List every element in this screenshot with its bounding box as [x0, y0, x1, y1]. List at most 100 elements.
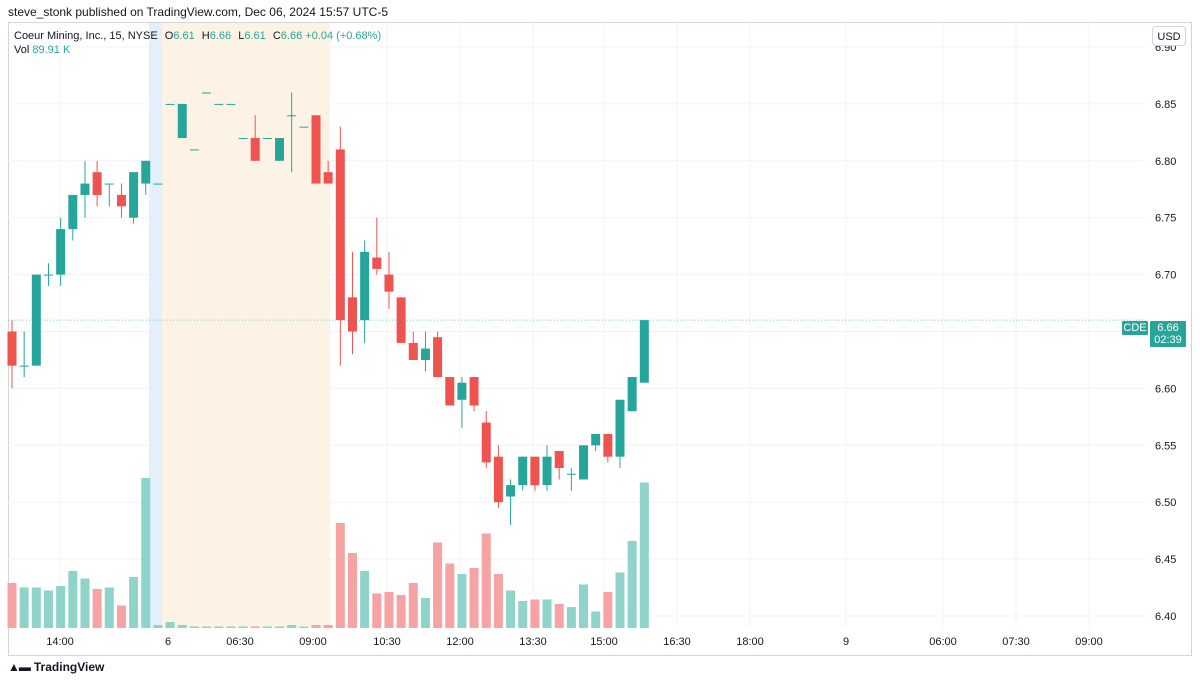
volume-bar [347, 553, 357, 628]
volume-bar [372, 593, 382, 628]
candle-body [591, 433, 601, 446]
candle-body [384, 274, 394, 292]
time-axis: 14:00 6 06:30 09:00 10:30 12:00 13:30 15:00 16:3… [46, 636, 1103, 648]
time-tick-label: 14:00 [46, 636, 74, 648]
volume-bar [275, 626, 285, 628]
volume-bar [7, 583, 17, 628]
time-tick-label: 16:30 [663, 636, 691, 648]
volume-bar [445, 563, 455, 628]
candle-body [56, 229, 66, 275]
candle-body [153, 183, 163, 185]
volume-bar [481, 533, 491, 628]
candle-body [481, 422, 491, 463]
candle-body [347, 297, 357, 332]
currency-button[interactable]: USD [1152, 26, 1186, 46]
volume-bar [554, 604, 564, 628]
time-tick-label: 06:30 [226, 636, 254, 648]
volume-bar [542, 599, 552, 628]
last-price-value: 6.66 [1157, 322, 1179, 334]
candle-body [68, 194, 78, 230]
afterhours-shade [149, 23, 162, 628]
candle-body [104, 183, 114, 185]
price-tick-label: 6.75 [1155, 213, 1176, 225]
price-tick-label: 6.60 [1155, 383, 1176, 395]
brand-name: TradingView [33, 660, 105, 674]
candle-body [19, 365, 29, 367]
tradingview-logo-icon: ▲▬ [8, 660, 31, 674]
time-tick-label: 09:00 [1075, 636, 1103, 648]
published-line: steve_stonk published on TradingView.com… [8, 5, 389, 19]
candle-body [457, 382, 467, 400]
volume-bar [639, 482, 649, 628]
candle-body [518, 456, 528, 486]
volume-value: 89.91 K [32, 44, 71, 56]
volume-bar [19, 587, 29, 628]
candle-body [469, 377, 479, 406]
open-value: 6.61 [173, 30, 195, 42]
volume-bar [129, 577, 139, 628]
volume-bar [80, 578, 90, 628]
volume-bar [202, 626, 212, 628]
ohlc-legend: Coeur Mining, Inc., 15, NYSE O6.61 H6.66… [14, 30, 381, 58]
volume-bar [214, 626, 224, 628]
candle-body [275, 138, 285, 161]
volume-bar [408, 583, 418, 628]
candle-body [7, 331, 17, 366]
time-tick-label: 18:00 [736, 636, 764, 648]
time-tick-label: 9 [843, 636, 849, 648]
time-tick-label: 12:00 [446, 636, 474, 648]
time-tick-label: 07:30 [1002, 636, 1030, 648]
volume-bar [226, 626, 236, 628]
candle-body [445, 377, 455, 406]
candle-body [92, 172, 102, 195]
candle-body [360, 251, 370, 321]
time-tick-label: 09:00 [299, 636, 327, 648]
volume-bar [323, 625, 333, 628]
candle-body [141, 160, 151, 184]
volume-bar [287, 625, 297, 628]
volume-bar [311, 625, 321, 628]
candle-body [506, 485, 516, 497]
volume-bar [153, 625, 163, 628]
volume-bar [141, 478, 151, 628]
volume-bar [396, 595, 406, 628]
price-tick-label: 6.40 [1155, 611, 1176, 623]
candle-body [116, 194, 126, 207]
open-label: O [164, 30, 174, 42]
change-value: +0.04 (+0.68%) [305, 30, 382, 42]
candle-body [129, 172, 139, 218]
volume-bar [165, 622, 175, 628]
symbol-title[interactable]: Coeur Mining, Inc., 15, NYSE [14, 30, 158, 42]
candle-body [639, 320, 649, 383]
volume-bar [420, 598, 430, 628]
candle-body [579, 445, 589, 480]
symbol-price-badge: CDE [1122, 321, 1148, 335]
volume-bar [116, 605, 126, 628]
volume-bar [250, 626, 260, 628]
candle-body [311, 115, 321, 184]
volume-bar [262, 626, 272, 628]
candle-body [287, 115, 297, 117]
candle-body [542, 456, 552, 486]
volume-bars [7, 478, 649, 628]
time-tick-label: 13:30 [519, 636, 547, 648]
volume-bar [457, 574, 467, 628]
volume-bar [104, 587, 114, 628]
volume-bar [92, 589, 102, 628]
candle-body [226, 103, 236, 105]
last-price-badge: 6.66 02:39 [1150, 321, 1186, 347]
volume-bar [433, 542, 443, 628]
price-tick-label: 6.50 [1155, 497, 1176, 509]
bar-countdown: 02:39 [1154, 334, 1182, 346]
footer-brand[interactable]: ▲▬ TradingView [8, 660, 104, 674]
candle-body [323, 172, 333, 184]
candle-body [566, 473, 576, 475]
price-tick-label: 6.55 [1155, 440, 1176, 452]
volume-bar [506, 590, 516, 628]
candles [7, 92, 649, 525]
volume-bar [68, 571, 78, 628]
candle-body [554, 450, 564, 469]
volume-bar [335, 523, 345, 628]
candle-body [189, 149, 199, 151]
